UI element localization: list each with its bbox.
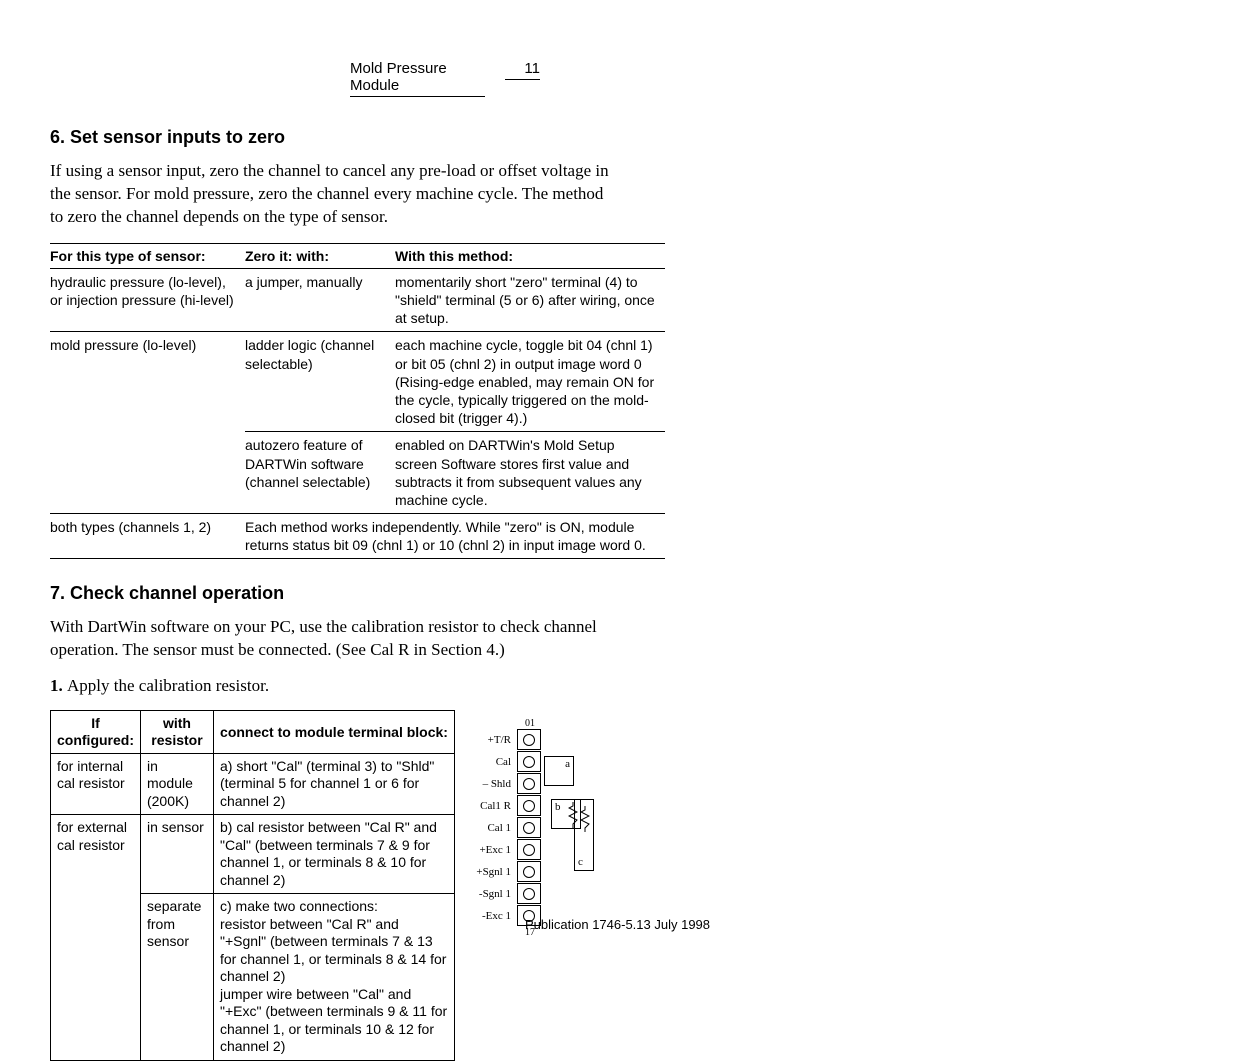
- header-page-number: 11: [505, 60, 540, 80]
- sensor-table-r3c1: Each method works independently. While "…: [245, 514, 665, 559]
- sensor-table-r2c1: autozero feature of DARTWin software (ch…: [245, 432, 395, 514]
- sensor-table-r1c1: ladder logic (channel selectable): [245, 332, 395, 432]
- cal-resistor-table: If configured: with resistor connect to …: [50, 710, 455, 1061]
- sensor-table-h1: Zero it: with:: [245, 243, 395, 268]
- term-label-1: Cal: [465, 756, 517, 768]
- section7-steps: Apply the calibration resistor.: [50, 676, 1185, 696]
- sensor-table-r2c2: enabled on DARTWin's Mold Setup screen S…: [395, 432, 665, 514]
- cal-table-h0: If configured:: [51, 711, 141, 754]
- cal-table-r1c2: b) cal resistor between "Cal R" and "Cal…: [213, 815, 454, 894]
- section6-heading: 6. Set sensor inputs to zero: [50, 127, 1185, 148]
- cal-table-r0c0: for internal cal resistor: [51, 753, 141, 815]
- cal-table-r0c2: a) short "Cal" (terminal 3) to "Shld" (t…: [213, 753, 454, 815]
- section7-heading: 7. Check channel operation: [50, 583, 1185, 604]
- sensor-table-r1c0: mold pressure (lo-level): [50, 332, 245, 432]
- sensor-table-r3c0: both types (channels 1, 2): [50, 514, 245, 559]
- sensor-table-h0: For this type of sensor:: [50, 243, 245, 268]
- page-footer: Publication 1746-5.13 July 1998: [0, 917, 1235, 932]
- cal-table-h2: connect to module terminal block:: [213, 711, 454, 754]
- term-label-7: -Sgnl 1: [465, 888, 517, 900]
- cal-section-wrap: If configured: with resistor connect to …: [50, 702, 1185, 1061]
- term-label-2: – Shld: [465, 778, 517, 790]
- term-label-4: Cal 1: [465, 822, 517, 834]
- term-label-5: +Exc 1: [465, 844, 517, 856]
- section7-paragraph: With DartWin software on your PC, use th…: [50, 616, 610, 662]
- term-top-num: 01: [511, 718, 535, 729]
- header-doc-title: Mold Pressure Module: [350, 60, 485, 97]
- term-label-3: Cal1 R: [465, 800, 517, 812]
- side-box-a: a: [544, 756, 574, 786]
- cal-table-r1c1: in sensor: [140, 815, 213, 894]
- term-label-6: +Sgnl 1: [465, 866, 517, 878]
- side-letter-a: a: [565, 758, 570, 770]
- section6-paragraph: If using a sensor input, zero the channe…: [50, 160, 610, 229]
- sensor-table-h2: With this method:: [395, 243, 665, 268]
- term-label-0: +T/R: [465, 734, 517, 746]
- page-container: Mold Pressure Module 11 6. Set sensor in…: [0, 0, 1235, 954]
- sensor-zero-table: For this type of sensor: Zero it: with: …: [50, 243, 665, 560]
- side-letter-c: c: [578, 856, 583, 868]
- sensor-table-r0c0: hydraulic pressure (lo-level), or inject…: [50, 268, 245, 332]
- sensor-table-r1c2: each machine cycle, toggle bit 04 (chnl …: [395, 332, 665, 432]
- side-box-c: c: [574, 799, 594, 871]
- terminal-block-diagram: 01 +T/R Cal – Shld Cal1 R Cal 1 +Exc 1 +…: [465, 718, 591, 938]
- sensor-table-r2c0: [50, 432, 245, 514]
- sensor-table-r0c1: a jumper, manually: [245, 268, 395, 332]
- side-letter-b: b: [555, 801, 561, 813]
- section7-step1: Apply the calibration resistor.: [50, 676, 1185, 696]
- cal-table-r0c1: in module (200K): [140, 753, 213, 815]
- cal-table-r1c0: for external cal resistor: [51, 815, 141, 1061]
- page-header: Mold Pressure Module 11: [50, 60, 1185, 97]
- sensor-table-r0c2: momentarily short "zero" terminal (4) to…: [395, 268, 665, 332]
- cal-table-h1: with resistor: [140, 711, 213, 754]
